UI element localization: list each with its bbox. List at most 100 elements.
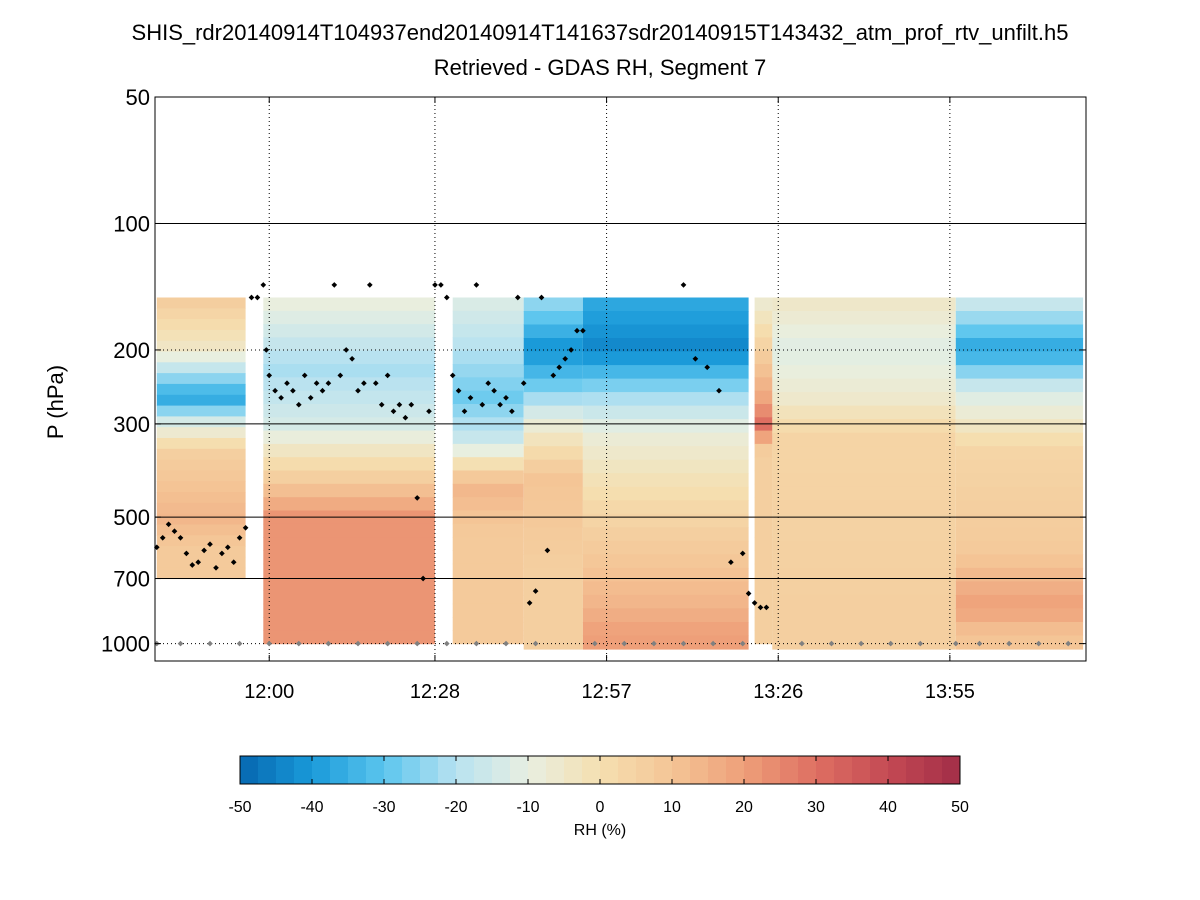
heatmap-cell bbox=[772, 324, 956, 339]
cloud-top-marker bbox=[479, 401, 486, 408]
heatmap-cell bbox=[263, 364, 435, 378]
heatmap-cell bbox=[955, 392, 1084, 407]
cloud-top-marker bbox=[361, 380, 367, 387]
heatmap-cell bbox=[156, 492, 246, 504]
heatmap-cell bbox=[523, 324, 583, 339]
heatmap-cell bbox=[452, 404, 524, 418]
cloud-top-marker bbox=[704, 364, 711, 371]
heatmap-cell bbox=[263, 590, 435, 605]
heatmap-cell bbox=[754, 563, 773, 578]
heatmap-cell bbox=[582, 622, 749, 637]
heatmap-cell bbox=[955, 554, 1084, 569]
heatmap-cell bbox=[523, 311, 583, 326]
cloud-top-marker bbox=[728, 559, 734, 566]
heatmap-cell bbox=[754, 443, 773, 458]
heatmap-cell bbox=[955, 351, 1084, 366]
heatmap-cell bbox=[582, 486, 749, 501]
heatmap-cell bbox=[582, 459, 749, 474]
heatmap-cell bbox=[156, 524, 246, 536]
heatmap-cell bbox=[754, 590, 773, 605]
heatmap-cell bbox=[772, 527, 956, 542]
colorbar-segment bbox=[600, 756, 619, 784]
cloud-top-marker bbox=[219, 550, 225, 557]
surface-marker bbox=[828, 640, 835, 647]
colorbar-tick-label: -20 bbox=[444, 799, 467, 816]
heatmap-cell bbox=[955, 567, 1084, 582]
heatmap-cell bbox=[523, 473, 583, 488]
heatmap-cell bbox=[452, 603, 524, 618]
heatmap-cell bbox=[582, 527, 749, 542]
heatmap-cell bbox=[772, 594, 956, 609]
heatmap-cell bbox=[955, 365, 1084, 380]
colorbar-tick-label: 30 bbox=[807, 799, 825, 816]
colorbar-segment bbox=[564, 756, 583, 784]
cloud-top-marker bbox=[207, 541, 213, 548]
surface-marker bbox=[952, 640, 959, 647]
x-tick-label: 13:55 bbox=[925, 681, 975, 703]
heatmap-cell bbox=[523, 338, 583, 353]
surface-marker bbox=[1035, 640, 1042, 647]
heatmap-cell bbox=[955, 432, 1084, 447]
cloud-top-marker bbox=[438, 282, 444, 288]
heatmap-cell bbox=[452, 523, 524, 538]
heatmap-cell bbox=[955, 405, 1084, 420]
cloud-top-marker bbox=[301, 372, 308, 379]
heatmap-cell bbox=[156, 556, 246, 569]
heatmap-cell bbox=[955, 378, 1084, 393]
heatmap-cell bbox=[754, 483, 773, 498]
heatmap-cell bbox=[772, 513, 956, 528]
cloud-top-marker bbox=[580, 327, 586, 334]
heatmap-cell bbox=[452, 470, 524, 485]
heatmap-cell bbox=[754, 337, 773, 352]
heatmap-cell bbox=[582, 311, 749, 326]
colorbar-segment bbox=[366, 756, 385, 784]
surface-marker bbox=[887, 640, 894, 647]
heatmap-cell bbox=[754, 577, 773, 591]
heatmap-cell bbox=[754, 377, 773, 392]
heatmap-cell bbox=[523, 622, 583, 637]
colorbar-segment bbox=[834, 756, 853, 784]
heatmap-cell bbox=[754, 630, 773, 645]
surface-marker bbox=[680, 640, 687, 647]
heatmap-cell bbox=[263, 377, 435, 392]
cloud-top-marker bbox=[366, 282, 373, 288]
cloud-top-marker bbox=[284, 380, 290, 387]
heatmap-cell bbox=[754, 617, 773, 631]
heatmap-cell bbox=[772, 297, 956, 312]
cloud-top-marker bbox=[325, 380, 332, 387]
heatmap-cell bbox=[772, 405, 956, 420]
cloud-top-marker bbox=[562, 355, 569, 362]
heatmap-cell bbox=[263, 497, 435, 512]
cloud-top-marker bbox=[171, 528, 178, 535]
chart-subtitle: Retrieved - GDAS RH, Segment 7 bbox=[433, 55, 767, 80]
heatmap-cell bbox=[582, 419, 749, 434]
heatmap-cell bbox=[772, 311, 956, 326]
colorbar-segment bbox=[438, 756, 457, 784]
surface-marker bbox=[177, 640, 184, 647]
heatmap-cell bbox=[754, 430, 773, 445]
heatmap-cell bbox=[772, 446, 956, 461]
heatmap-cell bbox=[523, 527, 583, 542]
cloud-top-marker bbox=[272, 387, 278, 394]
surface-marker bbox=[591, 640, 598, 647]
colorbar-segment bbox=[474, 756, 493, 784]
heatmap-cell bbox=[523, 459, 583, 474]
heatmap-cell bbox=[156, 383, 246, 396]
heatmap-cell bbox=[772, 554, 956, 569]
cloud-top-marker bbox=[307, 394, 314, 401]
heatmap-cell bbox=[263, 550, 435, 565]
cloud-top-marker bbox=[378, 401, 385, 408]
heatmap-cell bbox=[772, 486, 956, 501]
y-tick-label: 1000 bbox=[101, 632, 150, 657]
cloud-top-marker bbox=[337, 372, 344, 379]
surface-marker bbox=[236, 640, 243, 647]
cloud-top-marker bbox=[266, 372, 273, 379]
heatmap-cell bbox=[955, 608, 1084, 623]
heatmap-cells bbox=[156, 297, 1084, 650]
cloud-top-marker bbox=[248, 294, 255, 301]
heatmap-cell bbox=[523, 594, 583, 609]
heatmap-cell bbox=[582, 405, 749, 420]
surface-marker bbox=[621, 640, 628, 647]
